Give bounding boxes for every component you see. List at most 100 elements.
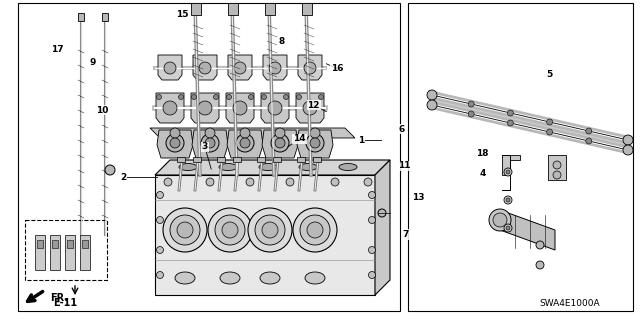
- Bar: [191, 3, 201, 15]
- Circle shape: [170, 128, 180, 138]
- Polygon shape: [227, 130, 263, 158]
- Polygon shape: [80, 235, 90, 270]
- Ellipse shape: [259, 164, 277, 170]
- Polygon shape: [150, 128, 355, 138]
- Circle shape: [269, 62, 281, 74]
- Bar: [25, 220, 107, 280]
- Circle shape: [623, 135, 633, 145]
- Bar: [18, 3, 400, 311]
- Ellipse shape: [175, 272, 195, 284]
- Text: FR.: FR.: [50, 293, 68, 303]
- Circle shape: [201, 134, 219, 152]
- Text: 16: 16: [331, 64, 344, 73]
- Bar: [265, 3, 275, 15]
- Circle shape: [157, 271, 163, 278]
- Circle shape: [553, 161, 561, 169]
- Circle shape: [369, 271, 376, 278]
- Bar: [297, 157, 305, 162]
- Text: 7: 7: [403, 230, 409, 239]
- Circle shape: [248, 208, 292, 252]
- Circle shape: [268, 101, 282, 115]
- Polygon shape: [193, 55, 217, 80]
- Polygon shape: [65, 235, 75, 270]
- Circle shape: [304, 62, 316, 74]
- Bar: [67, 240, 73, 248]
- Circle shape: [234, 62, 246, 74]
- Text: 9: 9: [90, 58, 96, 67]
- Circle shape: [164, 178, 172, 186]
- Circle shape: [177, 222, 193, 238]
- Circle shape: [369, 217, 376, 224]
- Circle shape: [157, 94, 161, 100]
- Circle shape: [553, 171, 561, 179]
- Ellipse shape: [179, 164, 197, 170]
- Circle shape: [489, 209, 511, 231]
- Circle shape: [166, 134, 184, 152]
- Circle shape: [222, 222, 238, 238]
- Circle shape: [468, 111, 474, 117]
- Circle shape: [586, 128, 592, 134]
- Circle shape: [233, 101, 247, 115]
- Circle shape: [105, 165, 115, 175]
- Circle shape: [198, 101, 212, 115]
- Circle shape: [364, 178, 372, 186]
- Circle shape: [547, 129, 552, 135]
- Circle shape: [275, 128, 285, 138]
- Text: 15: 15: [176, 10, 189, 19]
- Circle shape: [306, 134, 324, 152]
- Circle shape: [286, 178, 294, 186]
- Text: E-11: E-11: [53, 298, 77, 308]
- Polygon shape: [296, 93, 324, 123]
- Circle shape: [255, 215, 285, 245]
- Circle shape: [284, 94, 289, 100]
- Circle shape: [506, 170, 510, 174]
- Ellipse shape: [220, 272, 240, 284]
- Ellipse shape: [219, 164, 237, 170]
- Text: 3: 3: [202, 142, 208, 151]
- Bar: [228, 3, 238, 15]
- Polygon shape: [226, 93, 254, 123]
- Bar: [273, 157, 281, 162]
- Polygon shape: [375, 160, 390, 295]
- Bar: [102, 13, 108, 21]
- Circle shape: [262, 94, 266, 100]
- Circle shape: [271, 134, 289, 152]
- Polygon shape: [191, 93, 219, 123]
- Circle shape: [208, 208, 252, 252]
- Circle shape: [205, 138, 215, 148]
- Circle shape: [547, 119, 552, 125]
- Circle shape: [214, 94, 218, 100]
- Bar: [233, 157, 241, 162]
- Circle shape: [170, 215, 200, 245]
- Text: SWA4E1000A: SWA4E1000A: [540, 299, 600, 308]
- Polygon shape: [297, 130, 333, 158]
- Circle shape: [240, 128, 250, 138]
- Polygon shape: [192, 130, 228, 158]
- Ellipse shape: [305, 272, 325, 284]
- Polygon shape: [35, 235, 45, 270]
- Circle shape: [227, 94, 232, 100]
- Circle shape: [493, 213, 507, 227]
- Bar: [408, 3, 633, 311]
- Circle shape: [508, 110, 513, 116]
- Circle shape: [504, 196, 512, 204]
- Text: 18: 18: [476, 149, 488, 158]
- Text: 5: 5: [546, 70, 552, 79]
- Text: 2: 2: [120, 173, 127, 182]
- Circle shape: [163, 101, 177, 115]
- Circle shape: [240, 138, 250, 148]
- Circle shape: [303, 101, 317, 115]
- Bar: [177, 157, 185, 162]
- Circle shape: [506, 226, 510, 230]
- Circle shape: [157, 247, 163, 254]
- Text: 4: 4: [480, 169, 486, 178]
- Circle shape: [536, 261, 544, 269]
- Bar: [257, 157, 265, 162]
- Text: 14: 14: [293, 134, 306, 143]
- Circle shape: [427, 100, 437, 110]
- Circle shape: [293, 208, 337, 252]
- Polygon shape: [432, 95, 628, 150]
- Circle shape: [199, 62, 211, 74]
- Circle shape: [262, 222, 278, 238]
- Bar: [78, 13, 84, 21]
